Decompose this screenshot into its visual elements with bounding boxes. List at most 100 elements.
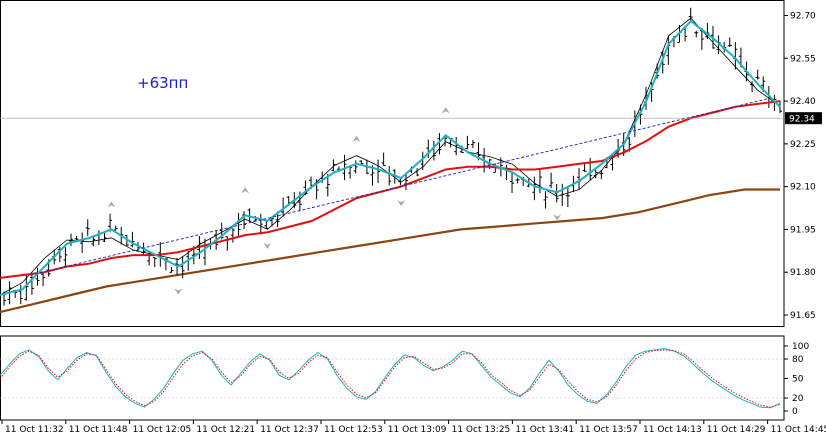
ohlc-bar (537, 169, 542, 194)
ohlc-bar (660, 50, 665, 74)
ohlc-bar (778, 100, 782, 114)
ohlc-bar (63, 247, 68, 268)
ohlc-bar (29, 272, 34, 295)
fractal-down-arrow (397, 200, 406, 207)
ohlc-bar (35, 267, 40, 286)
ohlc-bar (510, 172, 515, 194)
price-panel-frame (0, 0, 785, 327)
ohlc-bar (180, 256, 185, 279)
ohlc-bar (130, 231, 135, 248)
ohlc-bar (68, 233, 73, 246)
price-tick-label: 92.25 (790, 140, 816, 150)
osc-tick-label: 80 (792, 355, 804, 365)
time-tick-label: 11 Oct 11:48 (69, 425, 128, 435)
osc-main-line (0, 348, 781, 409)
ohlc-bar (565, 186, 570, 207)
ohlc-bar (599, 170, 604, 180)
ohlc-bar (113, 225, 118, 231)
ohlc-bar (504, 164, 509, 181)
ohlc-bar (688, 7, 693, 22)
ohlc-bar (582, 163, 587, 172)
time-tick-label: 11 Oct 13:09 (388, 425, 447, 435)
osc-signal-line (0, 349, 781, 408)
current-price-box (785, 112, 822, 125)
ohlc-bar (549, 172, 554, 189)
fractal-up-arrow (441, 107, 450, 114)
ohlc-bar (577, 167, 582, 190)
ohlc-bar (593, 169, 598, 179)
time-tick-label: 11 Oct 14:45 (771, 425, 826, 435)
ohlc-bar (415, 168, 420, 177)
ohlc-bar (269, 218, 274, 227)
ma-mid-line (0, 100, 781, 279)
current-price-label: 92.34 (789, 115, 815, 125)
trend-line (29, 97, 771, 276)
ohlc-bar (470, 140, 475, 149)
price-tick-label: 92.55 (790, 54, 816, 64)
ohlc-bar (431, 141, 436, 161)
ma-slow-line (0, 188, 780, 314)
ohlc-bar (403, 174, 408, 191)
price-tick-label: 92.10 (790, 183, 816, 193)
time-tick-label: 11 Oct 12:05 (133, 425, 192, 435)
ohlc-bar (85, 219, 90, 237)
osc-tick-label: 20 (792, 394, 804, 404)
ohlc-bar (465, 135, 470, 150)
ohlc-bar (152, 257, 157, 268)
price-tick-label: 92.40 (790, 97, 816, 107)
ohlc-bar (353, 160, 358, 174)
ohlc-bar (387, 166, 392, 186)
time-tick-label: 11 Oct 12:53 (324, 425, 383, 435)
price-tick-label: 91.95 (790, 225, 816, 235)
ohlc-bar (381, 152, 386, 167)
ohlc-bar (532, 176, 537, 201)
ohlc-bar (96, 230, 101, 246)
osc-tick-label: 100 (792, 342, 809, 352)
ohlc-bar (543, 191, 548, 209)
fractal-up-arrow (352, 135, 361, 142)
ohlc-bar (705, 23, 710, 40)
ohlc-bar (202, 238, 207, 266)
ohlc-bar (24, 275, 29, 301)
fractal-down-arrow (263, 242, 272, 249)
time-tick-label: 11 Oct 12:21 (196, 425, 255, 435)
ohlc-bar (588, 157, 593, 181)
osc-tick-label: 50 (792, 375, 804, 385)
time-tick-label: 11 Oct 13:41 (515, 425, 574, 435)
ohlc-bar (169, 267, 174, 273)
ohlc-bar (18, 284, 23, 305)
ohlc-bar (359, 160, 364, 165)
time-tick-label: 11 Oct 11:32 (5, 425, 64, 435)
time-tick-label: 11 Oct 14:13 (643, 425, 702, 435)
ohlc-bar (750, 81, 755, 93)
osc-tick-label: 0 (792, 407, 798, 417)
oscillator-panel-frame (0, 335, 785, 421)
ohlc-bar (41, 272, 46, 287)
ma-fast-line (0, 19, 781, 296)
ohlc-bar (755, 69, 760, 80)
ohlc-bar (108, 213, 113, 232)
ohlc-bar (560, 183, 565, 206)
ohlc-bar (230, 227, 235, 243)
time-tick-label: 11 Oct 12:37 (260, 425, 319, 435)
ohlc-bar (258, 213, 263, 235)
fractal-down-arrow (553, 214, 562, 221)
ohlc-bar (80, 232, 85, 253)
price-tick-label: 92.70 (790, 12, 816, 22)
ohlc-bar (515, 177, 520, 184)
ohlc-bar (699, 28, 704, 50)
ohlc-bar (376, 159, 381, 183)
ohlc-bar (437, 133, 442, 155)
ohlc-bar (554, 184, 559, 203)
price-tick-label: 91.65 (790, 311, 816, 321)
price-tick-label: 91.80 (790, 268, 816, 278)
ohlc-bar (331, 159, 336, 172)
time-tick-label: 11 Oct 13:25 (452, 425, 511, 435)
ohlc-bar (727, 37, 732, 47)
time-tick-label: 11 Oct 13:57 (579, 425, 638, 435)
time-tick-label: 11 Oct 14:29 (707, 425, 766, 435)
profit-annotation: +63пп (137, 74, 189, 92)
fractal-down-arrow (174, 288, 183, 295)
